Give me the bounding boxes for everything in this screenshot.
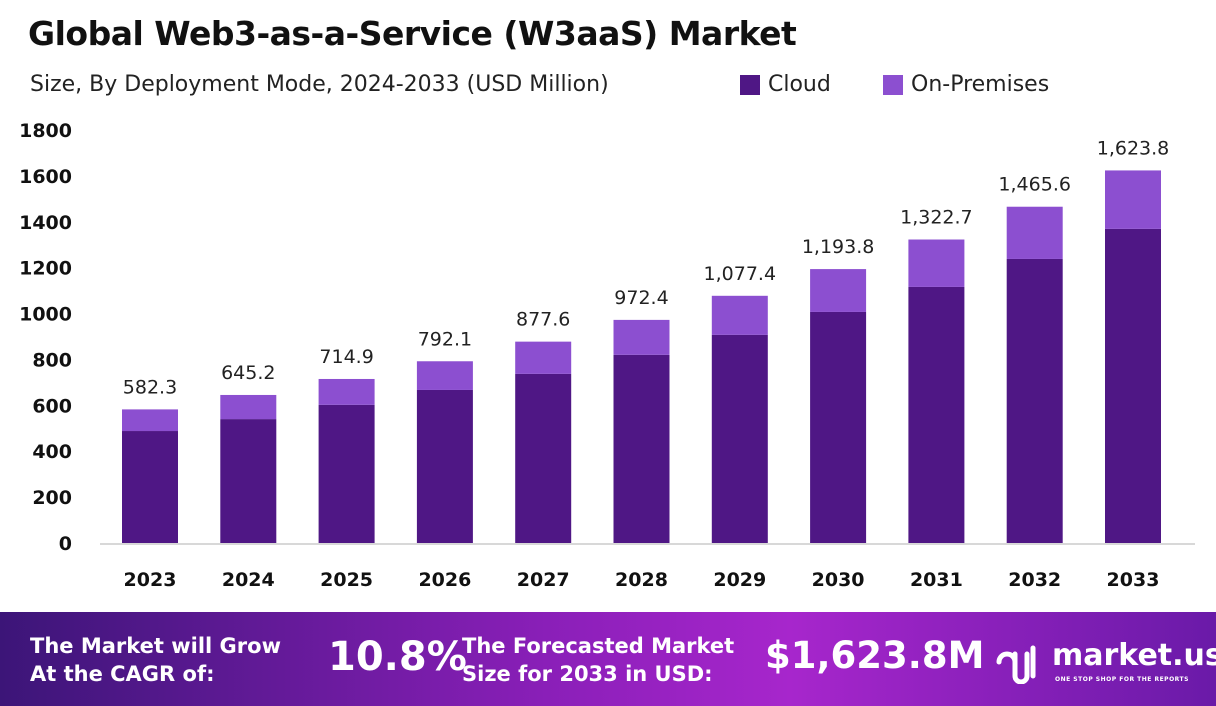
chart-title: Global Web3-as-a-Service (W3aaS) Market: [28, 14, 797, 53]
y-tick-label: 1800: [19, 120, 72, 142]
bar-cloud-2030: [810, 311, 867, 543]
x-tick-label: 2030: [812, 569, 865, 591]
bar-on-premises-2031: [908, 239, 965, 287]
bar-cloud-2029: [711, 334, 768, 543]
cagr-label-line2: At the CAGR of:: [30, 662, 215, 686]
legend-on-premises: On-Premises: [883, 72, 1049, 97]
bar-cloud-2032: [1006, 258, 1063, 543]
legend-swatch-on-premises: [883, 74, 903, 95]
bar-cloud-2031: [908, 286, 965, 543]
y-tick-label: 800: [32, 349, 72, 371]
forecast-value: $1,623.8M: [765, 634, 985, 677]
legend-swatch-cloud: [740, 74, 760, 95]
y-tick-label: 1000: [19, 304, 72, 326]
y-tick-label: 1400: [19, 212, 72, 234]
bar-on-premises-2029: [711, 295, 768, 335]
bar-on-premises-2030: [810, 269, 867, 312]
data-label-2023: 582.3: [123, 376, 177, 398]
y-tick-label: 0: [59, 533, 72, 555]
data-label-2028: 972.4: [614, 287, 668, 309]
bar-cloud-2033: [1105, 228, 1161, 543]
x-tick-label: 2026: [418, 569, 471, 591]
y-tick-label: 1600: [19, 166, 72, 188]
x-tick-label: 2033: [1107, 569, 1160, 591]
x-tick-label: 2023: [124, 569, 177, 591]
data-label-2032: 1,465.6: [998, 174, 1071, 196]
market-us-logo-icon: [996, 645, 1036, 684]
data-label-2030: 1,193.8: [802, 236, 875, 258]
x-tick-label: 2028: [615, 569, 668, 591]
footer-banner: The Market will Grow At the CAGR of: 10.…: [0, 612, 1216, 706]
y-tick-label: 1200: [19, 258, 72, 280]
bar-on-premises-2023: [122, 409, 178, 432]
bar-cloud-2023: [122, 431, 178, 543]
legend-cloud: Cloud: [740, 72, 831, 97]
data-label-2024: 645.2: [221, 362, 275, 384]
cagr-label-line1: The Market will Grow: [30, 634, 281, 658]
data-label-2026: 792.1: [418, 328, 472, 350]
legend-label-on-premises: On-Premises: [911, 72, 1050, 97]
forecast-label-line2: Size for 2033 in USD:: [462, 662, 713, 686]
x-tick-label: 2025: [320, 569, 373, 591]
x-tick-label: 2027: [517, 569, 570, 591]
chart-subtitle: Size, By Deployment Mode, 2024-2033 (USD…: [30, 72, 609, 97]
x-tick-label: 2024: [222, 569, 275, 591]
brand-tagline: ONE STOP SHOP FOR THE REPORTS: [1055, 676, 1189, 683]
data-label-2029: 1,077.4: [704, 263, 777, 285]
y-tick-label: 400: [32, 441, 72, 463]
bar-on-premises-2027: [515, 341, 572, 374]
x-tick-label: 2029: [713, 569, 766, 591]
y-tick-label: 600: [32, 395, 72, 417]
bar-on-premises-2026: [416, 361, 473, 390]
cagr-label: The Market will Grow At the CAGR of:: [30, 632, 281, 688]
data-label-2031: 1,322.7: [900, 207, 973, 229]
bar-on-premises-2032: [1006, 206, 1063, 259]
brand-name: market.us: [1052, 638, 1216, 673]
data-label-2033: 1,623.8: [1097, 137, 1170, 159]
bar-cloud-2025: [318, 404, 375, 543]
x-tick-label: 2032: [1008, 569, 1061, 591]
bar-cloud-2028: [613, 354, 670, 543]
bar-on-premises-2028: [613, 319, 670, 355]
cagr-value: 10.8%: [328, 634, 467, 680]
y-tick-label: 200: [32, 487, 72, 509]
bar-chart: 0 200 400 600 800 1000 1200 1400 1600 1800 582.3 20…: [19, 120, 1195, 591]
data-label-2025: 714.9: [319, 346, 373, 368]
bar-cloud-2026: [416, 389, 473, 543]
bar-cloud-2027: [515, 373, 572, 543]
bar-on-premises-2024: [220, 394, 277, 420]
data-label-2027: 877.6: [516, 309, 570, 331]
legend-label-cloud: Cloud: [768, 72, 831, 97]
bar-on-premises-2025: [318, 378, 375, 405]
forecast-label: The Forecasted Market Size for 2033 in U…: [462, 632, 734, 688]
forecast-label-line1: The Forecasted Market: [462, 634, 735, 658]
bar-cloud-2024: [220, 419, 277, 543]
x-tick-label: 2031: [910, 569, 963, 591]
bar-on-premises-2033: [1105, 170, 1161, 229]
